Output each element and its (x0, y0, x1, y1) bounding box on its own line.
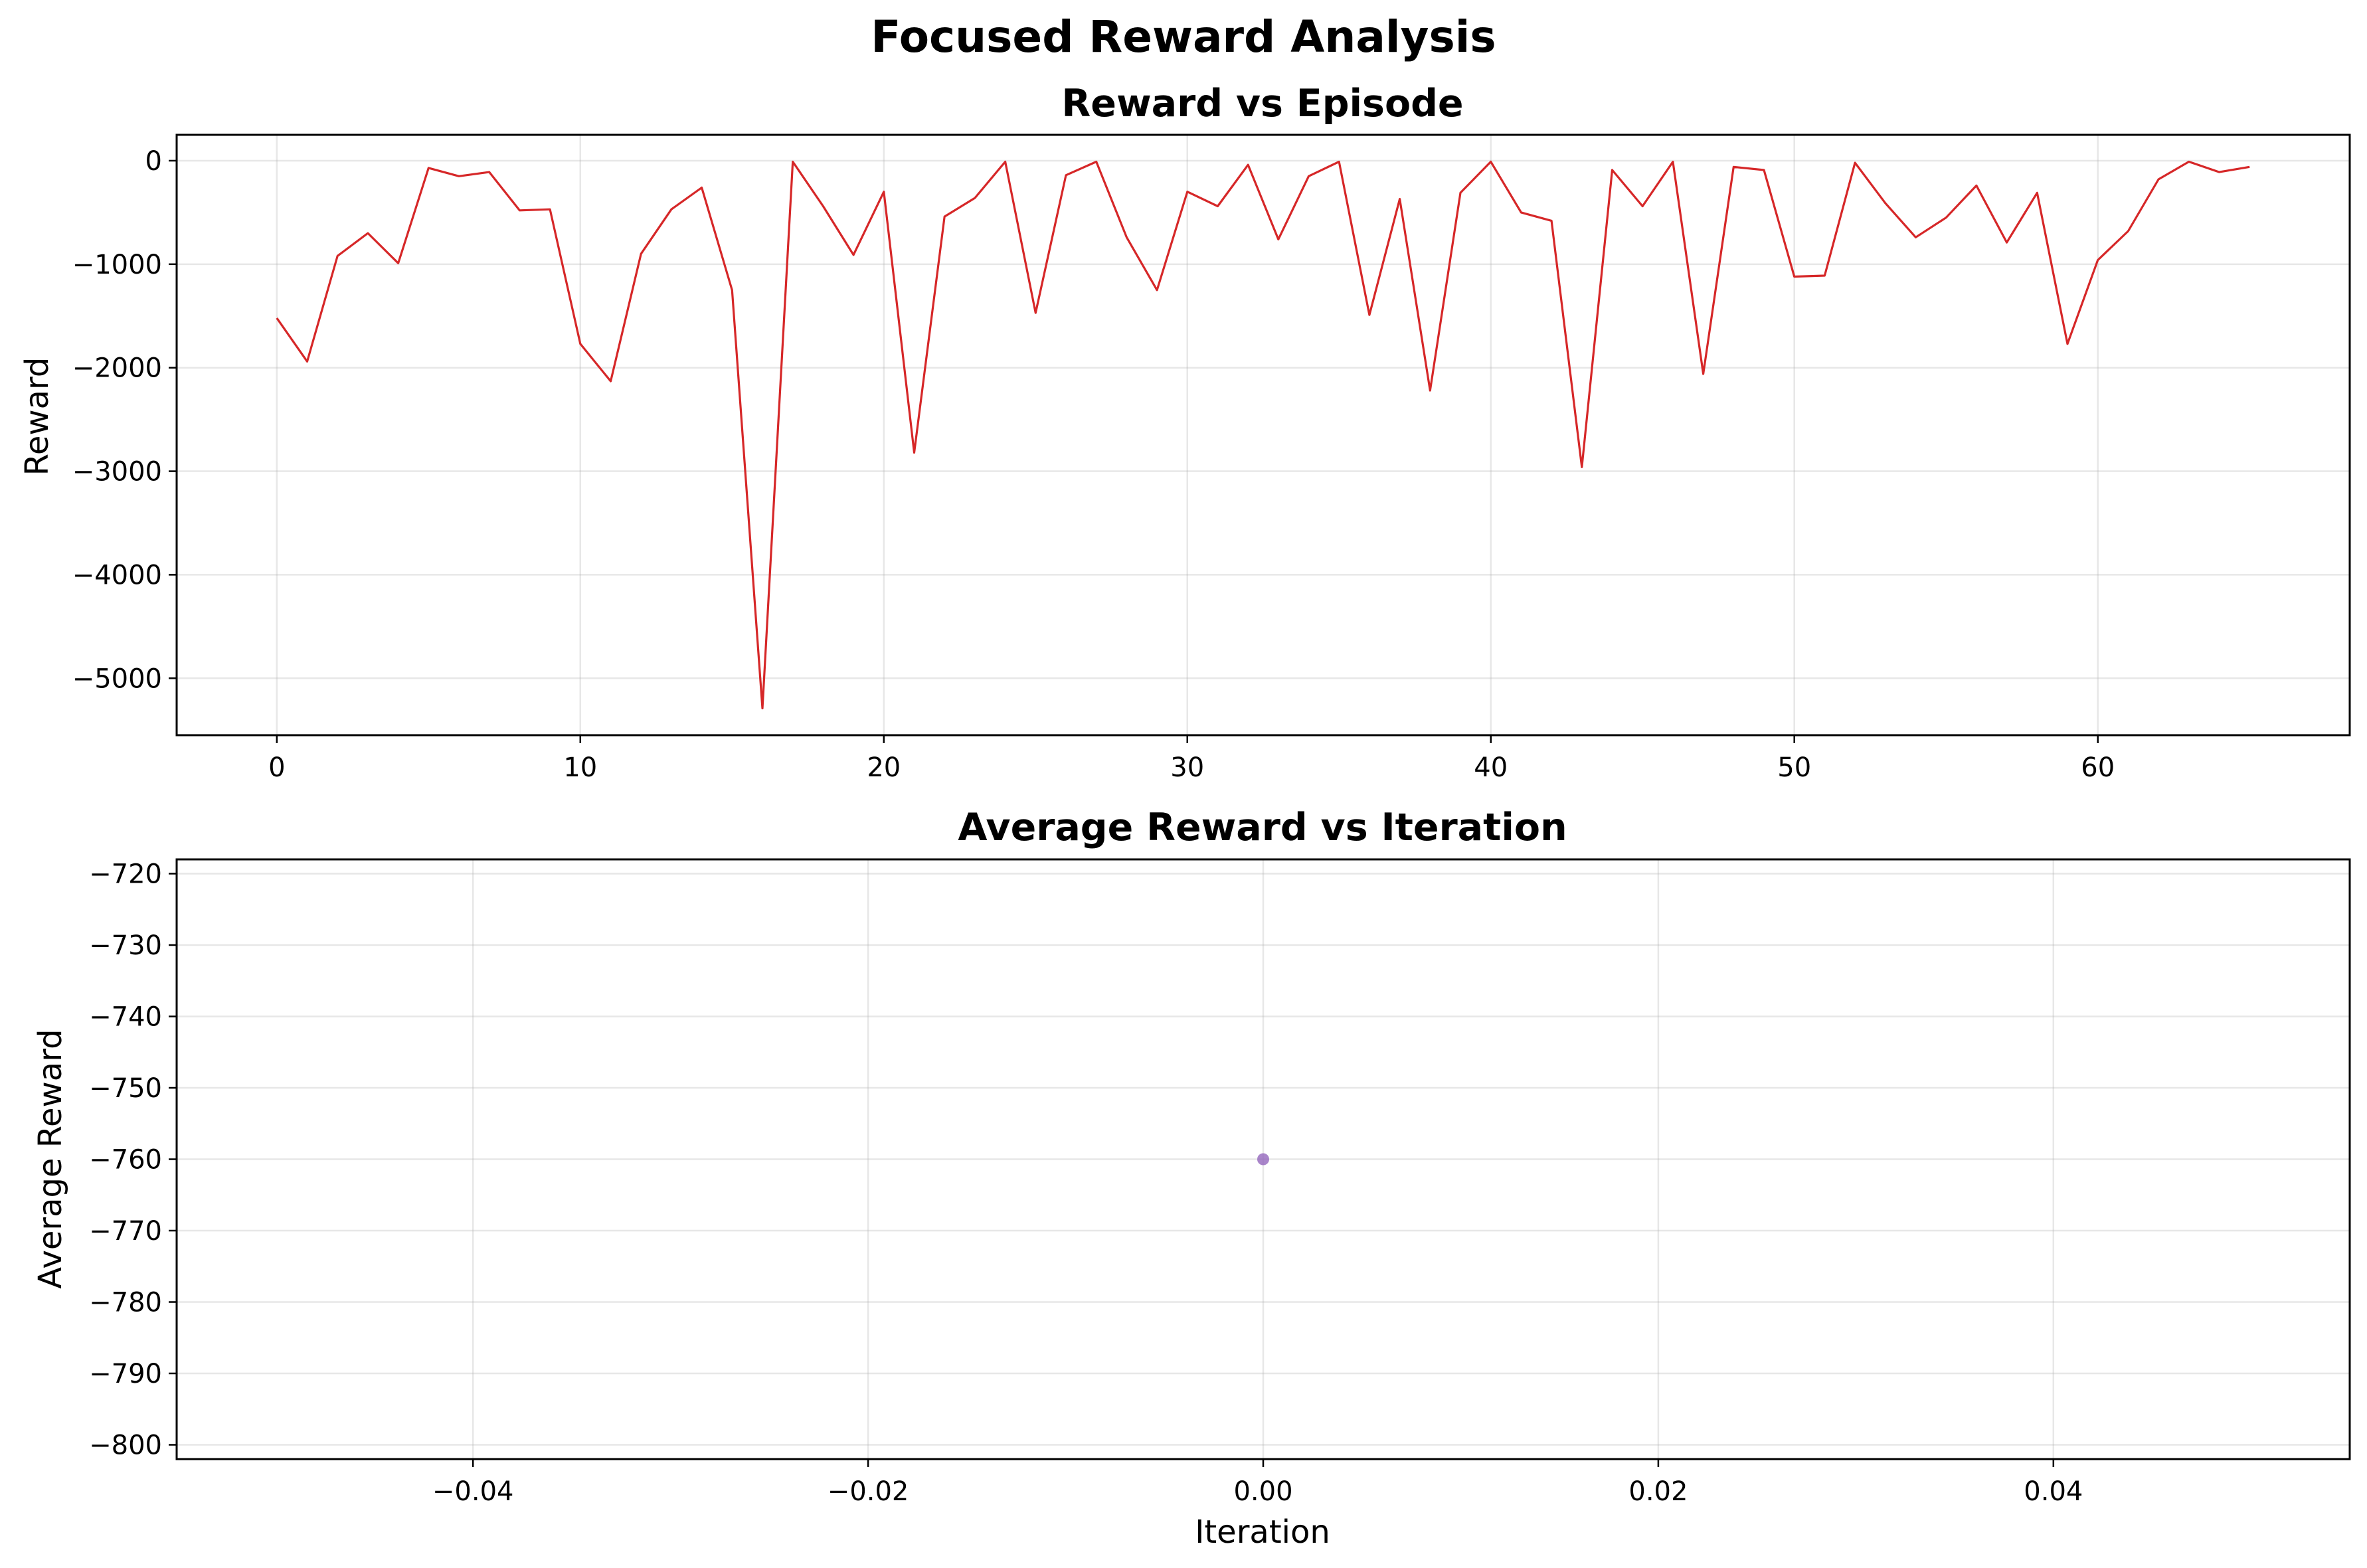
axes-frame (175, 133, 2351, 737)
average-reward-iteration-axes: Average Reward vs Iteration Average Rewa… (32, 806, 2351, 1551)
reward-episode-axes: Reward vs Episode Reward 0 10 20 30 40 50 60 0 −… (19, 82, 2351, 783)
x-tick-label: 60 (2081, 752, 2115, 783)
x-tick-label: 30 (1170, 752, 1204, 783)
x-tick-label: 50 (1777, 752, 1811, 783)
y-tick-label: −1000 (72, 250, 162, 280)
y-tick-label: −800 (89, 1431, 162, 1461)
x-tick-label: 0.02 (1628, 1476, 1688, 1507)
x-tick-label: 20 (867, 752, 901, 783)
y-tick-label: −770 (89, 1216, 162, 1247)
y-tick-label: −3000 (72, 457, 162, 487)
reward-series-line (276, 160, 2250, 710)
x-axis-label: Iteration (1195, 1514, 1330, 1551)
y-tick-label: −2000 (72, 353, 162, 384)
y-tick-label: −760 (89, 1145, 162, 1176)
x-tick-label: 0 (268, 752, 285, 783)
y-tick-label: −750 (89, 1073, 162, 1104)
x-tick-label: 10 (563, 752, 597, 783)
y-tick-label: −5000 (72, 663, 162, 694)
y-tick-label: −730 (89, 930, 162, 961)
x-tick-label: −0.04 (432, 1476, 514, 1507)
x-tick-label: −0.02 (828, 1476, 909, 1507)
axes-title: Reward vs Episode (1061, 82, 1463, 126)
y-tick-label: −740 (89, 1002, 162, 1033)
axes-title: Average Reward vs Iteration (958, 806, 1567, 849)
scatter-point (1257, 1153, 1269, 1166)
y-tick-label: −780 (89, 1288, 162, 1318)
y-axis-label: Average Reward (32, 1029, 69, 1288)
y-tick-label: −790 (89, 1359, 162, 1389)
y-tick-label: −4000 (72, 560, 162, 590)
y-axis-label: Reward (19, 357, 56, 476)
figure-title: Focused Reward Analysis (871, 11, 1496, 62)
y-tick-label: 0 (145, 146, 162, 177)
x-tick-label: 0.04 (2024, 1476, 2083, 1507)
x-tick-label: 0.00 (1233, 1476, 1292, 1507)
x-tick-label: 40 (1474, 752, 1508, 783)
y-tick-label: −720 (89, 859, 162, 890)
